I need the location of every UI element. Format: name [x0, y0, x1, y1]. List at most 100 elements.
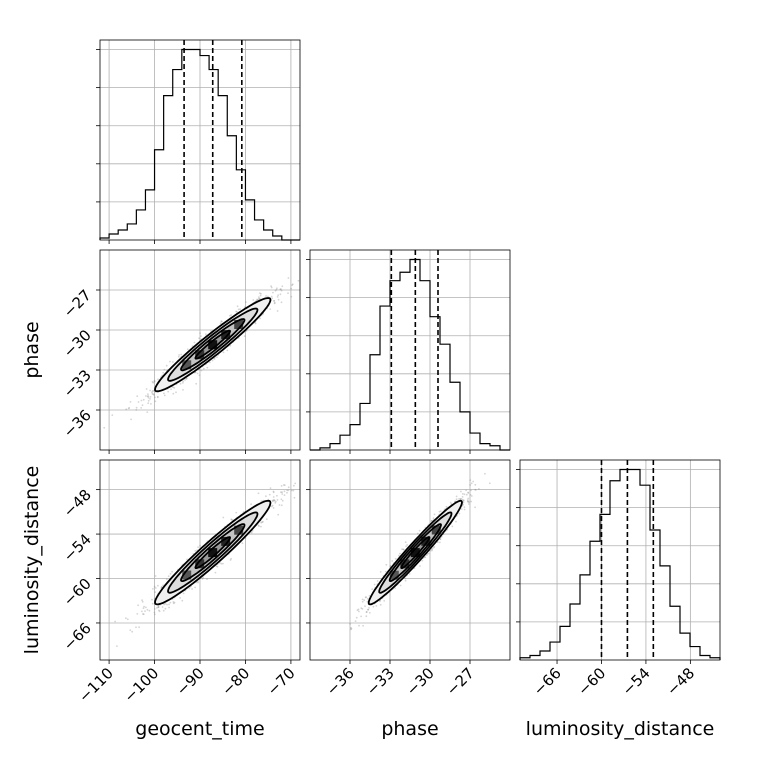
sample-point — [376, 580, 379, 582]
sample-point — [131, 630, 134, 633]
scatter-content — [349, 472, 491, 631]
sample-point — [273, 499, 276, 502]
sample-point — [241, 542, 244, 544]
sample-point — [200, 369, 203, 372]
sample-point — [142, 398, 145, 401]
sample-point — [188, 587, 191, 590]
sample-point — [140, 399, 143, 402]
sample-point — [430, 519, 433, 522]
sample-point — [271, 297, 274, 300]
sample-point — [185, 377, 188, 380]
sample-point — [474, 483, 477, 486]
sample-point — [206, 366, 209, 369]
sample-point — [367, 608, 369, 611]
sample-point — [142, 613, 145, 616]
hist-panel-phase — [306, 249, 511, 454]
xlabel-phase: phase — [381, 718, 438, 740]
sample-point — [281, 499, 284, 502]
sample-point — [180, 353, 183, 356]
sample-point — [276, 287, 278, 290]
sample-point — [424, 556, 427, 558]
sample-point — [197, 581, 199, 584]
scatter-content — [103, 277, 300, 429]
x-tick-label-geocent-time: −90 — [173, 664, 208, 699]
sample-point — [462, 499, 465, 502]
sample-point — [467, 491, 469, 494]
density-cells — [182, 320, 244, 370]
scatter-content — [114, 477, 309, 647]
sample-point — [259, 294, 262, 297]
sample-point — [271, 504, 274, 507]
sample-point — [281, 491, 283, 494]
sample-point — [168, 603, 170, 606]
sample-point — [142, 613, 144, 615]
sample-point — [226, 349, 229, 352]
sample-point — [461, 496, 464, 498]
sample-point — [252, 299, 255, 301]
panel-frame — [519, 459, 721, 661]
scatter-panel-luminosity-distance-vs-phase — [306, 459, 511, 664]
sample-point — [367, 608, 370, 611]
sample-point — [399, 552, 401, 555]
histogram-step-geocent-time — [99, 48, 300, 241]
sample-point — [198, 337, 201, 340]
sample-point — [141, 610, 143, 613]
sample-point — [166, 603, 168, 606]
sample-point — [280, 491, 282, 494]
y-tick-label-phase: −27 — [60, 286, 95, 321]
sample-point — [153, 379, 156, 382]
tick-labels: −110 −100 −90 −80 −70 −36 −33 −30 −27 −66 −60 −54 −4… — [60, 286, 699, 706]
sample-point — [230, 518, 233, 521]
sample-point — [273, 300, 275, 302]
sample-point — [154, 587, 157, 589]
sample-point — [465, 489, 467, 492]
sample-point — [164, 602, 167, 605]
density-contour — [400, 536, 431, 569]
sample-point — [307, 477, 309, 479]
sample-point — [230, 314, 233, 316]
sample-point — [250, 503, 253, 506]
sample-point — [280, 301, 283, 304]
sample-point — [293, 496, 296, 499]
sample-point — [455, 498, 458, 501]
sample-point — [470, 495, 473, 497]
sample-point — [272, 496, 275, 498]
panel-frame — [99, 39, 301, 241]
sample-point — [449, 501, 452, 504]
sample-point — [281, 285, 284, 288]
sample-point — [163, 392, 165, 395]
sample-point — [458, 512, 461, 515]
sample-point — [272, 500, 274, 503]
y-tick-label-phase: −36 — [60, 406, 95, 441]
sample-point — [179, 597, 182, 599]
sample-point — [270, 295, 273, 298]
sample-point — [389, 565, 392, 567]
sample-point — [469, 479, 472, 481]
sample-point — [216, 356, 218, 358]
sample-point — [202, 367, 205, 370]
sample-point — [425, 554, 428, 556]
sample-point — [272, 499, 275, 501]
ylabel-phase: phase — [21, 321, 43, 378]
sample-point — [147, 402, 150, 405]
sample-point — [472, 480, 475, 483]
sample-point — [142, 607, 145, 610]
density-cell — [400, 559, 410, 569]
sample-point — [261, 521, 264, 523]
sample-point — [167, 575, 170, 578]
sample-point — [147, 393, 149, 395]
sample-point — [286, 489, 288, 492]
sample-point — [361, 598, 364, 601]
density-cell — [208, 340, 218, 350]
sample-point — [294, 482, 297, 485]
sample-point — [260, 525, 262, 528]
sample-point — [220, 562, 223, 565]
sample-point — [186, 348, 189, 351]
sample-point — [165, 364, 168, 367]
density-contour — [194, 329, 231, 360]
sample-point — [280, 498, 283, 501]
sample-point — [469, 484, 471, 486]
sample-point — [230, 518, 233, 521]
sample-point — [197, 580, 199, 583]
sample-point — [162, 584, 165, 587]
